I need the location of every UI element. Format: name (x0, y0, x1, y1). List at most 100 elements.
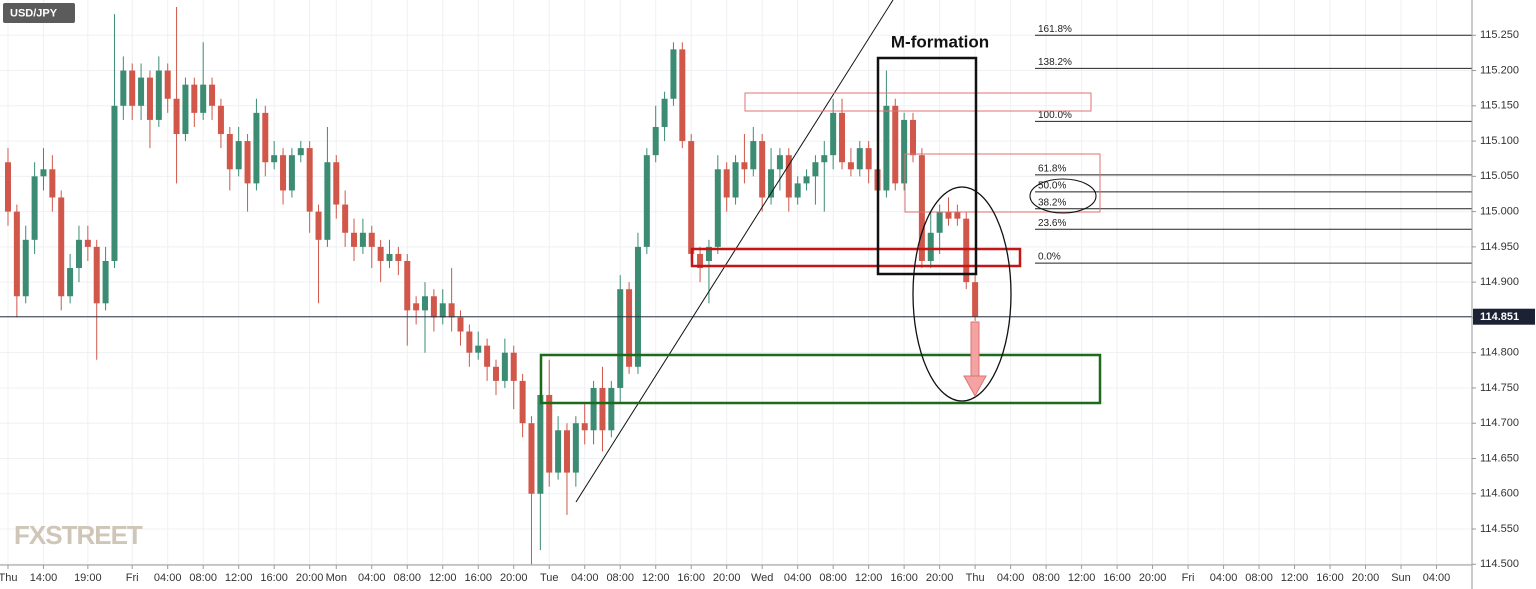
x-tick-label: 12:00 (1281, 572, 1309, 584)
candle-body (741, 162, 748, 170)
candle-body (377, 246, 384, 261)
candle-body (120, 70, 127, 106)
candle-body (324, 162, 331, 240)
x-tick-label: 20:00 (926, 572, 954, 584)
candle-body (333, 162, 340, 205)
candle-body (954, 211, 961, 219)
x-tick-label: 12:00 (429, 572, 457, 584)
candle-body (501, 352, 508, 381)
x-tick-label: 20:00 (296, 572, 324, 584)
fib-label: 61.8% (1038, 164, 1066, 175)
candle-body (723, 169, 730, 198)
x-tick-label: 04:00 (997, 572, 1025, 584)
y-tick-label: 115.150 (1480, 100, 1519, 112)
candle-body (555, 430, 562, 473)
trend-line (575, 0, 894, 503)
x-tick-label: 08:00 (1245, 572, 1273, 584)
y-tick-label: 115.100 (1480, 135, 1519, 147)
candle-body (395, 253, 402, 261)
candle-body (679, 49, 686, 142)
annotation: M-formation (891, 32, 989, 51)
candle-body (111, 105, 118, 261)
y-tick-label: 114.650 (1480, 452, 1519, 464)
x-tick-label: Wed (751, 572, 773, 584)
x-tick-label: 04:00 (571, 572, 599, 584)
candle-body (359, 232, 366, 247)
candle-body (297, 148, 304, 156)
x-tick-label: 16:00 (677, 572, 705, 584)
candle-body (235, 141, 242, 170)
x-tick-label: 12:00 (1068, 572, 1096, 584)
candle-body (262, 112, 269, 163)
candle-body (457, 317, 464, 332)
candle-body (4, 162, 11, 212)
x-tick-label: 16:00 (1316, 572, 1344, 584)
candle-body (430, 296, 437, 318)
candle-body (608, 387, 615, 431)
candle-body (146, 77, 153, 120)
candle-body (892, 105, 899, 184)
x-tick-label: 16:00 (1103, 572, 1131, 584)
candle-body (448, 303, 455, 318)
fib-label: 23.6% (1038, 218, 1066, 229)
x-tick-label: 20:00 (713, 572, 741, 584)
support-box (539, 353, 1102, 405)
candle-body (342, 204, 349, 233)
candle-body (22, 239, 29, 297)
candle-body (31, 176, 38, 240)
candle-body (776, 155, 783, 170)
axis-labels: 115.250 115.200 115.150 115.100 115.050 115.0… (0, 29, 1535, 584)
m-formation-box (876, 56, 978, 276)
candle-body (785, 155, 792, 198)
candle-body (590, 387, 597, 431)
candle-body (546, 395, 553, 473)
neckline-box (690, 247, 1022, 268)
candle-body (155, 70, 162, 120)
x-tick-label: 14:00 (30, 572, 58, 584)
candle-body (368, 232, 375, 247)
fib-label: 100.0% (1038, 110, 1072, 121)
candle-body (217, 105, 224, 135)
x-tick-label: 08:00 (819, 572, 847, 584)
y-tick-label: 114.550 (1480, 523, 1519, 535)
y-tick-label: 114.750 (1480, 382, 1519, 394)
candle-body (599, 387, 606, 431)
candle-body (839, 112, 846, 163)
candle-body (13, 211, 20, 297)
candle-body (821, 155, 828, 163)
candle-body (918, 155, 925, 261)
candle-body (830, 112, 837, 156)
fib-zone-box (904, 153, 1101, 213)
candle-body (812, 162, 819, 177)
x-tick-label: Sun (1391, 572, 1411, 584)
candle-body (466, 331, 473, 353)
y-tick-label: 115.200 (1480, 64, 1519, 76)
candle-body (306, 148, 313, 212)
y-tick-label: 114.900 (1480, 276, 1519, 288)
candle-body (49, 169, 56, 198)
candle-body (475, 345, 482, 353)
candle-body (519, 380, 526, 424)
x-tick-label: Fri (1182, 572, 1195, 584)
candle-body (714, 169, 721, 247)
fib-label: 50.0% (1038, 181, 1066, 192)
candles (0, 7, 1472, 565)
resistance-box (744, 92, 1092, 112)
candle-body (67, 268, 74, 297)
candle-body (910, 119, 917, 156)
arrow-shaft (970, 321, 980, 377)
candle-body (901, 119, 908, 184)
candle-body (537, 395, 544, 494)
grid (0, 0, 1472, 565)
x-tick-label: 16:00 (890, 572, 918, 584)
x-tick-label: 20:00 (500, 572, 528, 584)
candle-body (936, 211, 943, 233)
candle-body (253, 112, 260, 184)
fib-label: 0.0% (1038, 252, 1061, 263)
candle-body (288, 155, 295, 191)
candle-body (226, 134, 233, 170)
candle-body (510, 352, 517, 381)
